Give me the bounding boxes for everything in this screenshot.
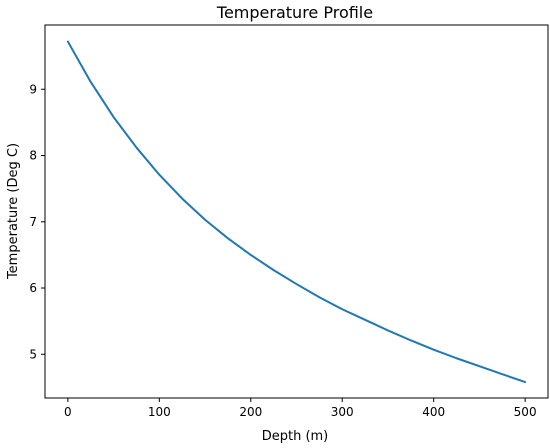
y-tick-label: 9 (29, 82, 37, 96)
x-tick-label: 400 (422, 405, 445, 419)
x-tick-label: 200 (239, 405, 262, 419)
x-tick-label: 500 (514, 405, 537, 419)
y-tick-label: 7 (29, 215, 37, 229)
x-tick-label: 0 (64, 405, 72, 419)
y-tick-label: 6 (29, 281, 37, 295)
y-tick-label: 5 (29, 347, 37, 361)
y-axis: 5 6 7 8 9 (29, 82, 45, 361)
series-layer (66, 40, 527, 384)
x-tick-label: 100 (148, 405, 171, 419)
plot-area-frame (44, 24, 549, 399)
y-tick-label: 8 (29, 149, 37, 163)
x-axis-label: Depth (m) (262, 429, 329, 444)
temperature-series-line (66, 40, 527, 384)
y-axis-label: Temperature (Deg C) (6, 143, 21, 280)
chart-title: Temperature Profile (216, 3, 373, 22)
x-tick-label: 300 (331, 405, 354, 419)
x-axis: 0 100 200 300 400 500 (64, 398, 537, 419)
